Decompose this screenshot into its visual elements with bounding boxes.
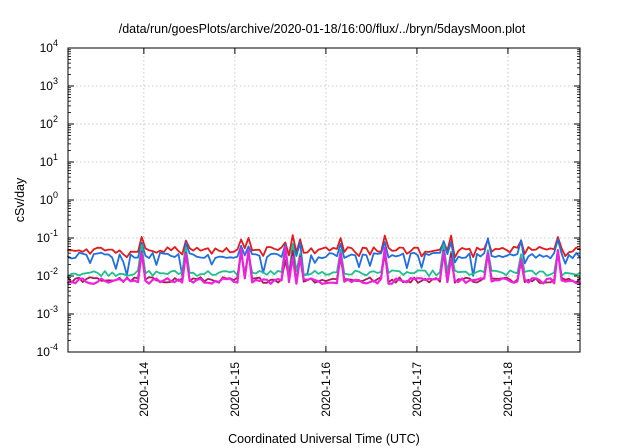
x-axis-label: Coordinated Universal Time (UTC) <box>228 432 420 446</box>
series-line-1 <box>67 234 581 259</box>
series-line-4 <box>67 249 581 284</box>
y-tick-base: 10 <box>40 155 54 169</box>
y-tick-exponent: -2 <box>50 266 58 276</box>
y-tick-label: 10-1 <box>37 228 58 245</box>
y-tick-label: 10-3 <box>37 304 58 321</box>
x-tick-label: 2020-1-18 <box>501 362 515 417</box>
grid-layer <box>68 48 580 352</box>
series-layer <box>66 234 582 285</box>
series-line-3 <box>67 242 581 278</box>
series-line-5 <box>66 246 582 285</box>
y-tick-exponent: -3 <box>50 304 58 314</box>
y-tick-base: 10 <box>37 307 51 321</box>
y-tick-exponent: 1 <box>53 152 58 162</box>
series-line-2 <box>67 237 581 277</box>
x-tick-label: 2020-1-15 <box>228 362 242 417</box>
y-tick-label: 102 <box>40 114 58 131</box>
y-tick-base: 10 <box>37 231 51 245</box>
y-tick-exponent: 3 <box>53 76 58 86</box>
y-tick-label: 100 <box>40 190 58 207</box>
y-tick-exponent: 2 <box>53 114 58 124</box>
y-tick-label: 103 <box>40 76 58 93</box>
y-tick-base: 10 <box>37 345 51 359</box>
y-tick-exponent: 4 <box>53 38 58 48</box>
y-tick-label: 10-4 <box>37 342 58 359</box>
x-tick-label: 2020-1-17 <box>410 362 424 417</box>
y-tick-base: 10 <box>40 193 54 207</box>
x-axis: 2020-1-14 2020-1-15 2020-1-16 2020-1-17 2020… <box>137 48 515 417</box>
y-tick-exponent: -1 <box>50 228 58 238</box>
y-tick-base: 10 <box>37 269 51 283</box>
y-tick-base: 10 <box>40 79 54 93</box>
y-tick-exponent: -4 <box>50 342 58 352</box>
chart-title: /data/run/goesPlots/archive/2020-01-18/1… <box>119 22 526 36</box>
y-tick-base: 10 <box>40 117 54 131</box>
y-tick-label: 104 <box>40 38 58 55</box>
y-axis-label: cSv/day <box>13 177 27 222</box>
x-tick-label: 2020-1-16 <box>319 362 333 417</box>
x-tick-label: 2020-1-14 <box>137 362 151 417</box>
y-tick-base: 10 <box>40 41 54 55</box>
y-tick-exponent: 0 <box>53 190 58 200</box>
y-tick-label: 10-2 <box>37 266 58 283</box>
y-tick-label: 101 <box>40 152 58 169</box>
